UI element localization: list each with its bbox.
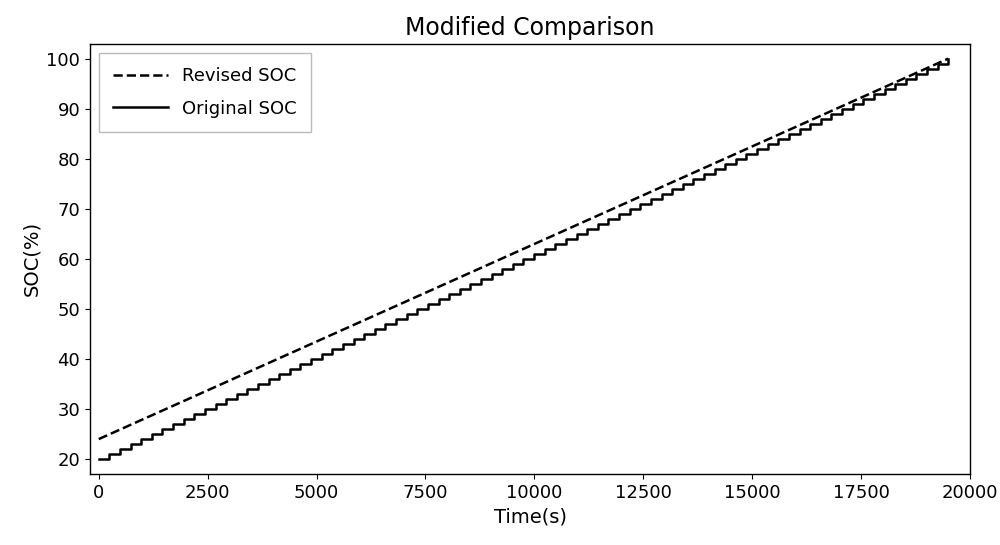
Original SOC [379,326,391,332]
Original SOC [942,56,954,62]
Original SOC [847,105,859,112]
Revised SOC [179,397,191,403]
Y-axis label: SOC(%): SOC(%) [22,221,41,296]
Revised SOC [942,56,954,62]
Line: Revised SOC: Revised SOC [99,59,948,439]
X-axis label: Time(s): Time(s) [494,507,566,526]
Original SOC [93,456,105,462]
Revised SOC [676,174,688,181]
Revised SOC [755,139,767,146]
Original SOC [804,125,816,132]
Original SOC [326,346,338,352]
Line: Original SOC: Original SOC [99,59,948,459]
Original SOC [900,75,912,82]
Legend: Revised SOC, Original SOC: Revised SOC, Original SOC [99,53,311,132]
Original SOC [411,311,423,317]
Title: Modified Comparison: Modified Comparison [405,16,655,40]
Revised SOC [93,436,105,443]
Revised SOC [467,268,479,275]
Revised SOC [436,282,448,288]
Revised SOC [770,132,782,139]
